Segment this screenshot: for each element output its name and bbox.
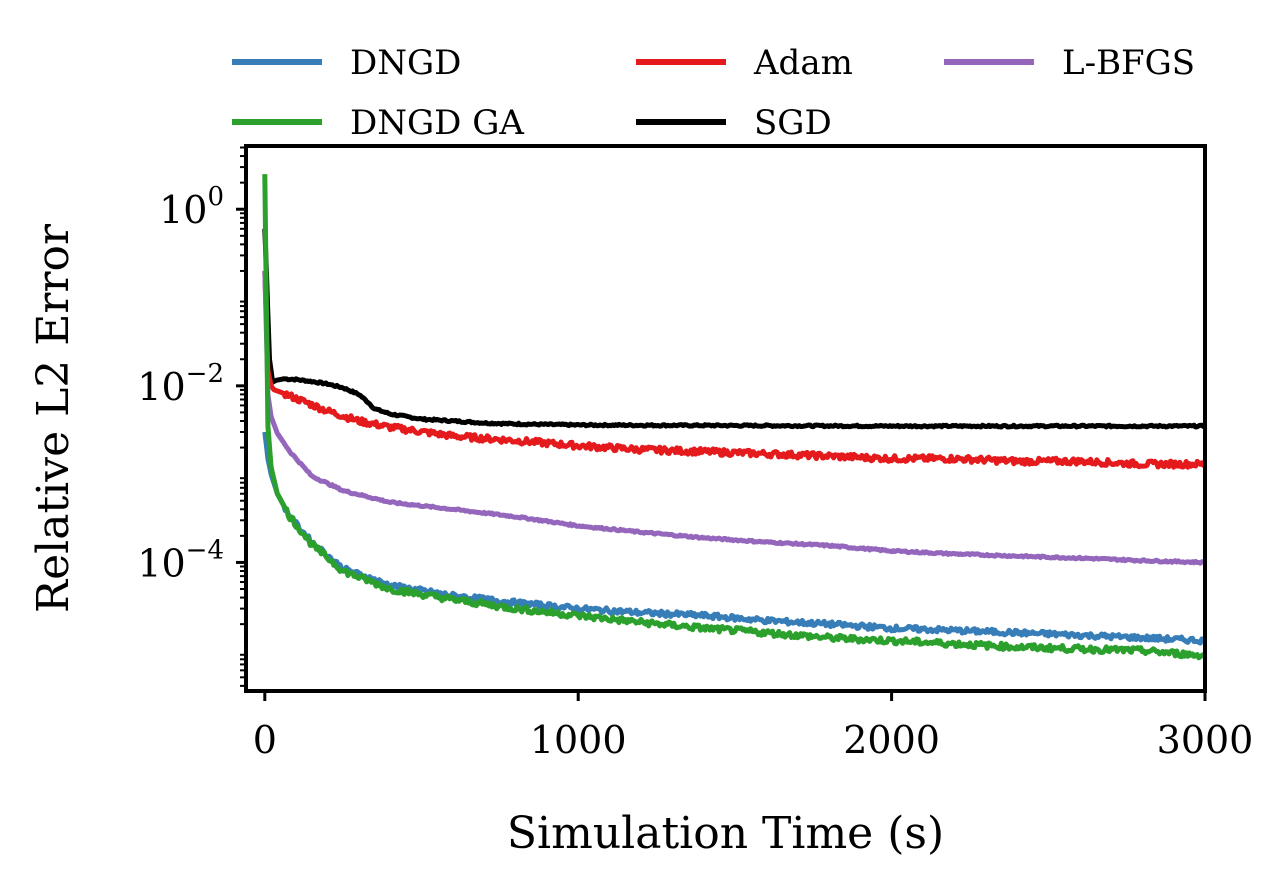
series-line-dngd-ga <box>262 174 1205 661</box>
series-line-dngd <box>262 431 1205 646</box>
y-tick-exponent: −2 <box>186 359 224 389</box>
x-tick-label: 2000 <box>843 718 940 762</box>
legend-label-l-bfgs: L-BFGS <box>1062 43 1195 83</box>
y-tick-base: 10 <box>137 541 185 585</box>
legend-label-dngd: DNGD <box>350 43 461 83</box>
series-line-sgd <box>262 228 1205 430</box>
legend-label-sgd: SGD <box>754 103 832 143</box>
series-layer <box>262 174 1205 661</box>
x-tick-label: 3000 <box>1157 718 1254 762</box>
series-line-adam <box>262 270 1205 470</box>
y-tick-label: 100 <box>159 182 224 232</box>
legend-label-adam: Adam <box>753 43 853 83</box>
legend: DNGD DNGD GA Adam SGD L-BFGS <box>232 43 1195 143</box>
x-axis-label: Simulation Time (s) <box>507 808 944 859</box>
series-line-l-bfgs <box>262 270 1205 566</box>
legend-label-dngd-ga: DNGD GA <box>350 103 524 143</box>
y-tick-exponent: −4 <box>186 535 224 565</box>
plot-frame <box>244 144 1207 693</box>
y-tick-base: 10 <box>159 188 207 232</box>
y-tick-exponent: 0 <box>207 182 224 212</box>
y-tick-label: 10−2 <box>137 359 224 409</box>
y-axis-label: Relative L2 Error <box>28 223 79 613</box>
y-tick-base: 10 <box>137 365 185 409</box>
y-tick-label: 10−4 <box>137 535 224 585</box>
x-tick-label: 0 <box>253 718 277 762</box>
x-tick-label: 1000 <box>530 718 627 762</box>
